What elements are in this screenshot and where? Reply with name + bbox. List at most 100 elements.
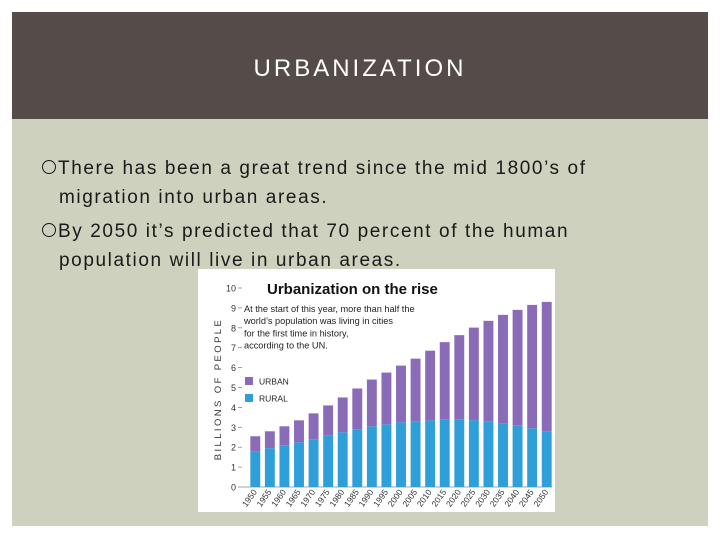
chart-title: Urbanization on the rise (267, 281, 438, 298)
annotation-line: world’s population was living in cities (243, 316, 393, 326)
bar-urban (541, 301, 552, 432)
x-tick-label: 2000 (386, 487, 405, 508)
x-tick-label: 2015 (429, 487, 448, 508)
bar-rural (279, 445, 290, 487)
y-tick-label: 0 (231, 483, 236, 493)
bar-rural (264, 448, 275, 487)
bullet-2: By 2050 it’s predicted that 70 percent o… (42, 217, 702, 275)
x-tick-label: 2040 (502, 487, 521, 508)
bar-rural (439, 419, 450, 487)
urbanization-chart: BILLIONS OF PEOPLE 0 1 2 3 4 5 6 7 8 9 10 19501955… (213, 281, 552, 509)
x-tick-label: 2005 (400, 487, 419, 508)
x-tick-label: 2050 (531, 487, 550, 508)
y-tick-label: 8 (231, 323, 236, 333)
slide: URBANIZATION There has been a great tren… (12, 12, 708, 526)
x-tick-label: 2020 (444, 487, 463, 508)
bar-rural (250, 451, 261, 487)
x-tick-label: 1985 (342, 487, 361, 508)
bar-rural (483, 421, 494, 487)
bar-rural (396, 422, 406, 487)
bar-rural (308, 439, 319, 487)
bar-urban (483, 320, 494, 422)
chart-image: BILLIONS OF PEOPLE 0 1 2 3 4 5 6 7 8 9 10 1950 1955… (198, 269, 555, 512)
bar-urban (279, 426, 290, 446)
x-tick-label: 2045 (517, 487, 536, 508)
bar-rural (527, 428, 538, 487)
bar-urban (337, 397, 348, 433)
bullet-circle-icon (42, 223, 56, 237)
bars (250, 301, 552, 487)
bar-rural (352, 429, 363, 487)
slide-title: URBANIZATION (253, 55, 467, 82)
y-tick-label: 3 (231, 423, 236, 433)
y-axis-label: BILLIONS OF PEOPLE (213, 318, 224, 460)
bar-urban (308, 413, 319, 440)
x-axis: 1950195519601965197019751980198519901995… (240, 487, 551, 508)
legend-label-urban: URBAN (259, 377, 289, 387)
bar-urban (323, 405, 334, 436)
legend-swatch-rural (245, 394, 253, 402)
bar-rural (323, 435, 334, 487)
x-tick-label: 2035 (488, 487, 507, 508)
x-tick-label: 1970 (298, 487, 317, 508)
y-tick-label: 1 (231, 463, 236, 473)
bullet-1-line-1: There has been a great trend since the m… (58, 158, 587, 179)
x-tick-label: 1990 (356, 487, 375, 508)
bar-rural (381, 424, 392, 487)
x-tick-label: 2010 (415, 487, 434, 508)
bar-urban (294, 420, 304, 443)
bar-urban (352, 388, 363, 430)
x-tick-label: 2030 (473, 487, 492, 508)
y-tick-label: 7 (231, 343, 236, 353)
bullet-1-line-2: migration into urban areas. (59, 187, 329, 208)
x-tick-label: 1995 (371, 487, 390, 508)
bar-urban (425, 350, 436, 421)
bar-urban (468, 327, 479, 421)
bar-urban (396, 365, 406, 423)
bullet-1: There has been a great trend since the m… (42, 154, 702, 212)
bar-rural (425, 420, 436, 487)
bar-rural (468, 420, 479, 487)
y-tick-label: 9 (231, 303, 236, 313)
bar-urban (366, 379, 377, 427)
bar-urban (498, 314, 508, 424)
y-tick-label: 10 (226, 284, 236, 294)
bullet-2-line-2: population will live in urban areas. (59, 250, 402, 271)
bar-rural (337, 432, 348, 487)
bar-urban (250, 436, 261, 452)
x-tick-label: 1980 (327, 487, 346, 508)
bar-urban (410, 358, 421, 422)
bar-urban (512, 309, 523, 426)
y-tick-label: 2 (231, 443, 236, 453)
x-tick-label: 1975 (313, 487, 332, 508)
x-tick-label: 1960 (269, 487, 288, 508)
legend-swatch-urban (245, 377, 253, 385)
y-tick-label: 5 (231, 383, 236, 393)
bar-rural (294, 442, 304, 487)
bar-urban (264, 431, 275, 449)
bar-rural (541, 431, 552, 487)
bullet-2-line-1: By 2050 it’s predicted that 70 percent o… (58, 221, 570, 242)
legend: URBAN RURAL (245, 377, 289, 404)
annotation-line: according to the UN. (244, 341, 328, 351)
bar-urban (527, 304, 538, 429)
bar-urban (454, 335, 465, 420)
x-tick-label: 1950 (240, 487, 259, 508)
chart-annotation: At the start of this year, more than hal… (243, 304, 415, 351)
bar-urban (439, 342, 450, 420)
bar-rural (410, 421, 421, 487)
bullet-circle-icon (42, 160, 56, 174)
bar-rural (366, 426, 377, 487)
y-tick-label: 6 (231, 363, 236, 373)
bar-urban (381, 372, 392, 425)
annotation-line: At the start of this year, more than hal… (244, 304, 415, 314)
title-bar: URBANIZATION (12, 12, 708, 119)
bar-rural (512, 425, 523, 487)
bar-rural (454, 419, 465, 487)
x-tick-label: 2025 (458, 487, 477, 508)
bar-rural (498, 423, 508, 487)
annotation-line: for the first time in history, (244, 328, 349, 338)
y-tick-label: 4 (231, 403, 236, 413)
x-tick-label: 1965 (284, 487, 303, 508)
legend-label-rural: RURAL (259, 394, 288, 404)
